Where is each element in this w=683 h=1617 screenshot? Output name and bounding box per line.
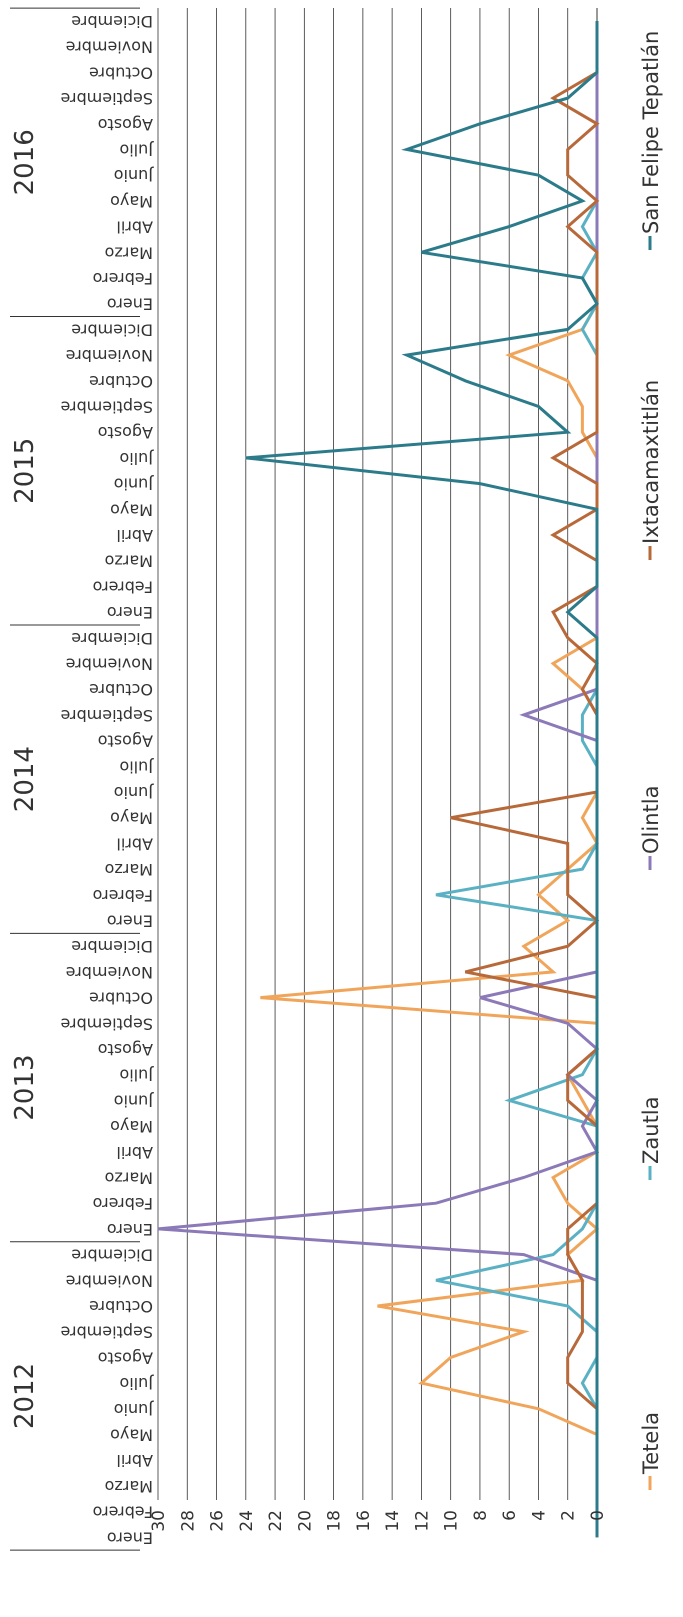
month-label: Septiembre — [60, 398, 153, 417]
month-label: Marzo — [105, 860, 153, 879]
month-label: Julio — [119, 1374, 154, 1393]
y-tick-label: 20 — [295, 1510, 315, 1532]
y-tick-label: 24 — [237, 1510, 257, 1532]
month-label: Enero — [107, 1220, 153, 1239]
month-label: Junio — [114, 1400, 154, 1419]
month-label: Octubre — [89, 1297, 153, 1316]
month-label: Diciembre — [71, 937, 153, 956]
month-label: Septiembre — [60, 1323, 153, 1342]
month-label: Agosto — [98, 1348, 153, 1367]
y-tick-label: 4 — [529, 1510, 549, 1521]
legend-label: Olintla — [639, 786, 663, 854]
y-tick-label: 26 — [208, 1510, 228, 1532]
month-label: Junio — [114, 166, 154, 185]
y-tick-label: 6 — [500, 1510, 520, 1521]
y-tick-label: 2 — [559, 1510, 579, 1521]
month-label: Marzo — [105, 552, 153, 571]
axis-labels: 024681012141618202224262830EneroFebreroM… — [10, 12, 608, 1547]
month-label: Abril — [116, 218, 153, 237]
month-label: Enero — [107, 1528, 153, 1547]
month-label: Febrero — [93, 269, 153, 288]
month-label: Mayo — [110, 192, 153, 211]
month-label: Mayo — [110, 1426, 153, 1445]
month-label: Diciembre — [71, 629, 153, 648]
month-label: Abril — [116, 1451, 153, 1470]
month-label: Noviembre — [66, 346, 153, 365]
month-label: Julio — [119, 141, 154, 160]
grid-lines — [158, 8, 568, 1500]
month-label: Octubre — [89, 63, 153, 82]
y-tick-label: 8 — [471, 1510, 491, 1521]
month-label: Abril — [116, 1143, 153, 1162]
month-label: Enero — [107, 295, 153, 314]
month-label: Enero — [107, 912, 153, 931]
month-label: Mayo — [110, 500, 153, 519]
month-label: Noviembre — [66, 1271, 153, 1290]
month-label: Agosto — [98, 115, 153, 134]
month-label: Diciembre — [71, 1246, 153, 1265]
month-label: Abril — [116, 834, 153, 853]
legend-label: San Felipe Tepatlán — [639, 31, 663, 234]
y-tick-label: 10 — [442, 1510, 462, 1532]
month-label: Marzo — [105, 1477, 153, 1496]
month-label: Agosto — [98, 423, 153, 442]
month-label: Diciembre — [71, 320, 153, 339]
series-line-olintla — [158, 21, 597, 1537]
y-tick-label: 0 — [588, 1510, 608, 1521]
month-label: Junio — [114, 783, 154, 802]
month-label: Abril — [116, 526, 153, 545]
month-label: Octubre — [89, 680, 153, 699]
month-label: Junio — [114, 1091, 154, 1110]
y-tick-label: 22 — [266, 1510, 286, 1532]
month-label: Octubre — [89, 372, 153, 391]
month-label: Marzo — [105, 1169, 153, 1188]
month-label: Septiembre — [60, 1014, 153, 1033]
year-label: 2013 — [10, 1054, 40, 1120]
series-lines — [158, 21, 597, 1537]
month-label: Noviembre — [66, 655, 153, 674]
legend-label: Tetela — [639, 1412, 663, 1475]
legend-label: Ixtacamaxtitlán — [639, 380, 663, 544]
year-label: 2014 — [10, 746, 40, 812]
month-label: Julio — [119, 1066, 154, 1085]
month-label: Septiembre — [60, 89, 153, 108]
month-label: Julio — [119, 449, 154, 468]
month-label: Noviembre — [66, 38, 153, 57]
month-label: Agosto — [98, 732, 153, 751]
month-label: Junio — [114, 475, 154, 494]
month-label: Enero — [107, 603, 153, 622]
month-label: Febrero — [93, 1194, 153, 1213]
month-label: Julio — [119, 757, 154, 776]
month-label: Febrero — [93, 886, 153, 905]
y-tick-label: 18 — [325, 1510, 345, 1532]
legend-label: Zautla — [639, 1096, 663, 1164]
series-line-ixtacamaxtitlán — [451, 21, 597, 1537]
month-label: Diciembre — [71, 12, 153, 31]
month-label: Marzo — [105, 243, 153, 262]
month-label: Septiembre — [60, 706, 153, 725]
series-line-zautla — [436, 21, 597, 1537]
month-label: Mayo — [110, 809, 153, 828]
y-tick-label: 28 — [178, 1510, 198, 1532]
month-label: Noviembre — [66, 963, 153, 982]
month-label: Febrero — [93, 1503, 153, 1522]
y-tick-label: 14 — [383, 1510, 403, 1532]
month-label: Febrero — [93, 577, 153, 596]
month-label: Octubre — [89, 989, 153, 1008]
year-label: 2012 — [10, 1363, 40, 1429]
year-label: 2015 — [10, 438, 40, 504]
legend: Tetela Zautla Olintla Ixtacamaxtitlán San Fe… — [639, 31, 663, 1490]
year-label: 2016 — [10, 129, 40, 195]
y-tick-label: 16 — [354, 1510, 374, 1532]
y-tick-label: 12 — [412, 1510, 432, 1532]
month-label: Agosto — [98, 1040, 153, 1059]
month-label: Mayo — [110, 1117, 153, 1136]
series-line-tetela — [260, 21, 597, 1537]
